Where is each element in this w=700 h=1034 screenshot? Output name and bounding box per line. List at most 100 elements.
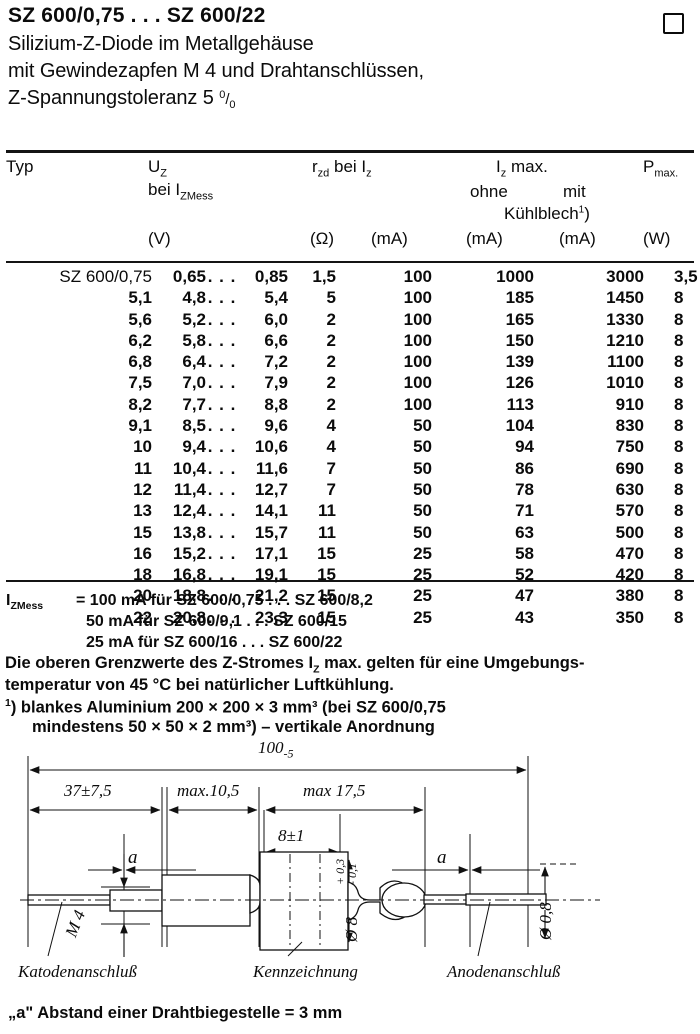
cell-iz: 100 — [403, 288, 432, 308]
table-row: 5,1 4,8. . . 5,4 5 100 185 1450 8 — [0, 287, 700, 308]
cell-uz-max: 15,7 — [254, 522, 288, 542]
cell-typ: 18 — [133, 565, 152, 585]
cell-iz-max-mit: 3000 — [606, 267, 644, 286]
cell-range-dots: . . . — [207, 607, 237, 627]
cell-uz-min: 9,4 — [182, 437, 206, 457]
cell-rzd: 2 — [326, 309, 336, 329]
cell-range-dots: . . . — [207, 501, 237, 521]
cell-iz-max-ohne: 139 — [505, 352, 534, 372]
cell-uz-min: 5,8 — [182, 330, 206, 350]
cell-iz-max-ohne: 165 — [505, 309, 534, 329]
col-header-kuehlblech: Kühlblech1) — [504, 204, 590, 224]
table-row: 20 18,8. . . 21,2 15 25 47 380 8 — [0, 585, 700, 606]
cell-iz: 100 — [403, 330, 432, 350]
cell-iz-max-mit: 350 — [615, 607, 644, 627]
cell-p-max: 8 — [674, 288, 684, 308]
footnote-ambient-line-1: Die oberen Grenzwerte des Z-Stromes IZ m… — [5, 654, 584, 675]
dimension-drawing: 100-5 37±7,5 max.10,5 max 17,5 8±1 a a M… — [0, 738, 700, 972]
cell-p-max: 8 — [674, 543, 684, 563]
ambient-text-b: max. gelten für eine Umgebungs- — [319, 654, 585, 672]
cell-range-dots: . . . — [207, 543, 237, 563]
cell-iz-max-ohne: 63 — [515, 522, 534, 542]
bei-i-symbol: I — [175, 180, 181, 199]
unit-volt: (V) — [148, 229, 171, 248]
percent-den: 0 — [229, 99, 236, 111]
dim-total-value: 100 — [258, 738, 284, 757]
dim-diameter-8: Ø 8 — [342, 916, 361, 942]
cell-iz: 100 — [403, 309, 432, 329]
cell-range-dots: . . . — [207, 267, 237, 286]
cell-range-dots: . . . — [207, 394, 237, 414]
label-anodenanschluss: Anodenanschluß — [447, 962, 561, 981]
cell-iz-max-ohne: 104 — [505, 416, 534, 436]
table-rule-middle — [6, 261, 694, 263]
cell-p-max: 8 — [674, 479, 684, 499]
cell-uz-max: 11,6 — [255, 458, 288, 478]
izmax-text: max. — [506, 157, 548, 176]
cell-rzd: 2 — [326, 330, 336, 350]
cell-iz-max-ohne: 86 — [515, 458, 534, 478]
footnote-izmess-label: IZMess — [6, 592, 43, 612]
cell-uz-min: 18,8 — [172, 586, 206, 606]
cell-range-dots: . . . — [207, 458, 237, 478]
table-row: 9,1 8,5. . . 9,6 4 50 104 830 8 — [0, 415, 700, 436]
bei-subscript: ZMess — [180, 190, 214, 203]
subtitle-line-3: Z-Spannungstoleranz 5 0/0 — [8, 87, 236, 111]
ambient-subscript: Z — [313, 663, 320, 676]
cell-iz: 50 — [413, 522, 432, 542]
tolerance-text: Z-Spannungstoleranz 5 — [8, 87, 220, 109]
square-outline-icon — [663, 13, 684, 34]
cell-uz-max: 12,7 — [254, 479, 288, 499]
cell-uz-max: 8,8 — [264, 394, 288, 414]
cell-p-max: 8 — [674, 607, 684, 627]
cell-iz-max-mit: 570 — [615, 501, 644, 521]
col-header-iz-max: Iz max. — [496, 157, 548, 179]
cell-uz-min: 4,8 — [182, 288, 206, 308]
cell-iz: 25 — [413, 607, 432, 627]
ambient-text-a: Die oberen Grenzwerte des Z-Stromes I — [5, 654, 314, 672]
dim-total-tolerance: -5 — [283, 746, 294, 761]
cell-iz-max-mit: 690 — [615, 458, 644, 478]
cell-typ: 22 — [133, 607, 152, 627]
cell-uz-max: 14,1 — [254, 501, 288, 521]
cell-iz-max-ohne: 52 — [515, 565, 534, 585]
cell-uz-min: 8,5 — [182, 416, 206, 436]
col-header-rzd: rzd bei Iz — [312, 157, 372, 179]
rzd-symbol: r — [312, 157, 318, 176]
cell-typ: 8,2 — [128, 394, 152, 414]
kuehlblech-paren: ) — [584, 204, 590, 223]
rzd-bei-subscript: z — [366, 167, 372, 180]
cell-iz: 50 — [413, 437, 432, 457]
dim-a-left: a — [128, 847, 138, 868]
cell-iz-max-mit: 1100 — [607, 352, 644, 372]
dim-a-right: a — [437, 847, 447, 868]
cell-typ: 9,1 — [128, 416, 152, 436]
cell-typ: 15 — [133, 522, 152, 542]
col-header-uz: UZ — [148, 157, 167, 179]
cell-p-max: 8 — [674, 501, 684, 521]
cell-iz-max-mit: 1010 — [606, 373, 644, 393]
cell-uz-min: 16,8 — [172, 565, 206, 585]
cell-iz-max-ohne: 47 — [515, 586, 534, 606]
cell-iz-max-ohne: 78 — [515, 479, 534, 499]
subtitle-line-2: mit Gewindezapfen M 4 und Drahtanschlüss… — [8, 60, 424, 82]
cell-iz: 100 — [403, 267, 432, 286]
cell-p-max: 8 — [674, 352, 684, 372]
cell-rzd: 2 — [326, 373, 336, 393]
cell-rzd: 11 — [318, 522, 336, 542]
cell-typ: 11 — [134, 458, 152, 478]
table-row: 16 15,2. . . 17,1 15 25 58 470 8 — [0, 543, 700, 564]
pmax-subscript: max. — [654, 167, 679, 180]
cell-typ: 12 — [133, 479, 152, 499]
cell-iz-max-mit: 1450 — [606, 288, 644, 308]
cell-uz-max: 6,6 — [264, 330, 288, 350]
footnote-line-1: = 100 mA für SZ 600/0,75 . . . SZ 600/8,… — [76, 592, 373, 609]
cell-typ: 6,2 — [128, 330, 152, 350]
cell-typ: 10 — [133, 437, 152, 457]
footnote-line-3: 25 mA für SZ 600/16 . . . SZ 600/22 — [86, 634, 343, 651]
cell-uz-max: 21,2 — [254, 586, 288, 606]
cell-uz-max: 6,0 — [264, 309, 288, 329]
cell-typ: 7,5 — [128, 373, 152, 393]
label-katodenanschluss: Katodenanschluß — [18, 962, 137, 981]
